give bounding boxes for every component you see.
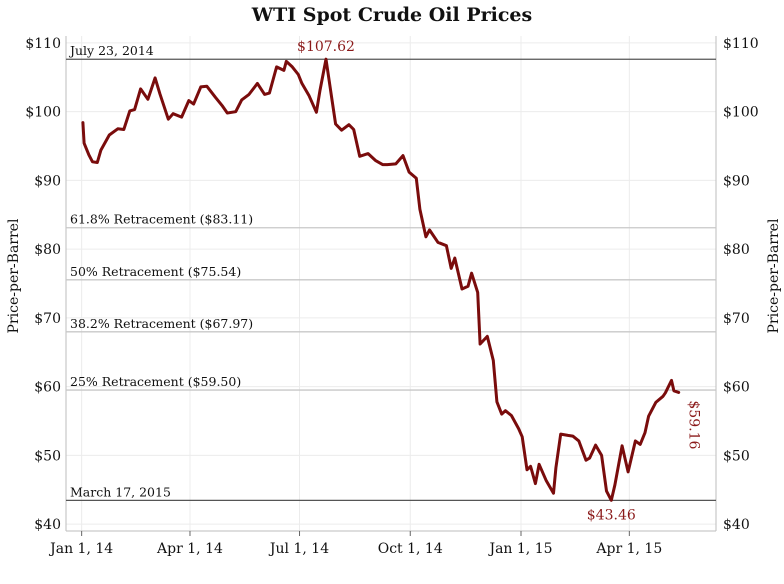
plot-frame <box>65 36 717 532</box>
trough-callout: $43.46 <box>587 507 636 523</box>
x-tick-label: Oct 1, 14 <box>378 541 443 557</box>
x-tick-label: Jul 1, 14 <box>268 541 329 557</box>
reference-line-label: 61.8% Retracement ($83.11) <box>70 212 253 227</box>
y-tick-label: $60 <box>723 380 750 396</box>
y-tick-label: $40 <box>723 517 750 533</box>
callouts: $107.62 $43.46 $59.16 <box>297 39 702 523</box>
y-axis-label-left: Price-per-Barrel <box>6 218 22 333</box>
y-axis-label-right: Price-per-Barrel <box>766 218 782 333</box>
y-tick-label: $100 <box>723 105 759 121</box>
y-tick-label: $90 <box>34 173 61 189</box>
y-tick-label: $70 <box>34 311 61 327</box>
y-tick-label: $110 <box>25 36 61 52</box>
reference-line-label: July 23, 2014 <box>68 43 154 58</box>
grid <box>66 36 716 531</box>
y-axis-left: $40 $50 $60 $70 $80 $90 $100 $110 <box>25 36 61 533</box>
reference-lines: July 23, 2014 61.8% Retracement ($83.11) 5… <box>66 43 716 501</box>
y-tick-label: $60 <box>34 380 61 396</box>
y-tick-label: $50 <box>723 448 750 464</box>
y-tick-label: $80 <box>34 242 61 258</box>
price-series <box>81 57 681 502</box>
latest-callout: $59.16 <box>686 400 702 449</box>
y-tick-label: $110 <box>723 36 759 52</box>
reference-line-label: March 17, 2015 <box>70 484 171 499</box>
y-tick-label: $80 <box>723 242 750 258</box>
chart-title: WTI Spot Crude Oil Prices <box>251 4 532 26</box>
y-tick-label: $70 <box>723 311 750 327</box>
reference-line-label: 38.2% Retracement ($67.97) <box>70 316 253 331</box>
reference-line-label: 25% Retracement ($59.50) <box>70 374 241 389</box>
price-line <box>81 57 681 502</box>
x-tick-label: Jan 1, 15 <box>487 541 552 557</box>
y-tick-label: $100 <box>25 105 61 121</box>
reference-line-label: 50% Retracement ($75.54) <box>70 264 241 279</box>
peak-callout: $107.62 <box>297 39 355 55</box>
x-tick-label: Apr 1, 14 <box>156 541 223 557</box>
y-tick-label: $90 <box>723 173 750 189</box>
y-axis-right: $40 $50 $60 $70 $80 $90 $100 $110 <box>723 36 759 533</box>
x-tick-label: Apr 1, 15 <box>595 541 662 557</box>
x-axis: Jan 1, 14 Apr 1, 14 Jul 1, 14 Oct 1, 14 Jan … <box>48 531 662 557</box>
x-tick-label: Jan 1, 14 <box>48 541 113 557</box>
y-tick-label: $50 <box>34 448 61 464</box>
y-tick-label: $40 <box>34 517 61 533</box>
